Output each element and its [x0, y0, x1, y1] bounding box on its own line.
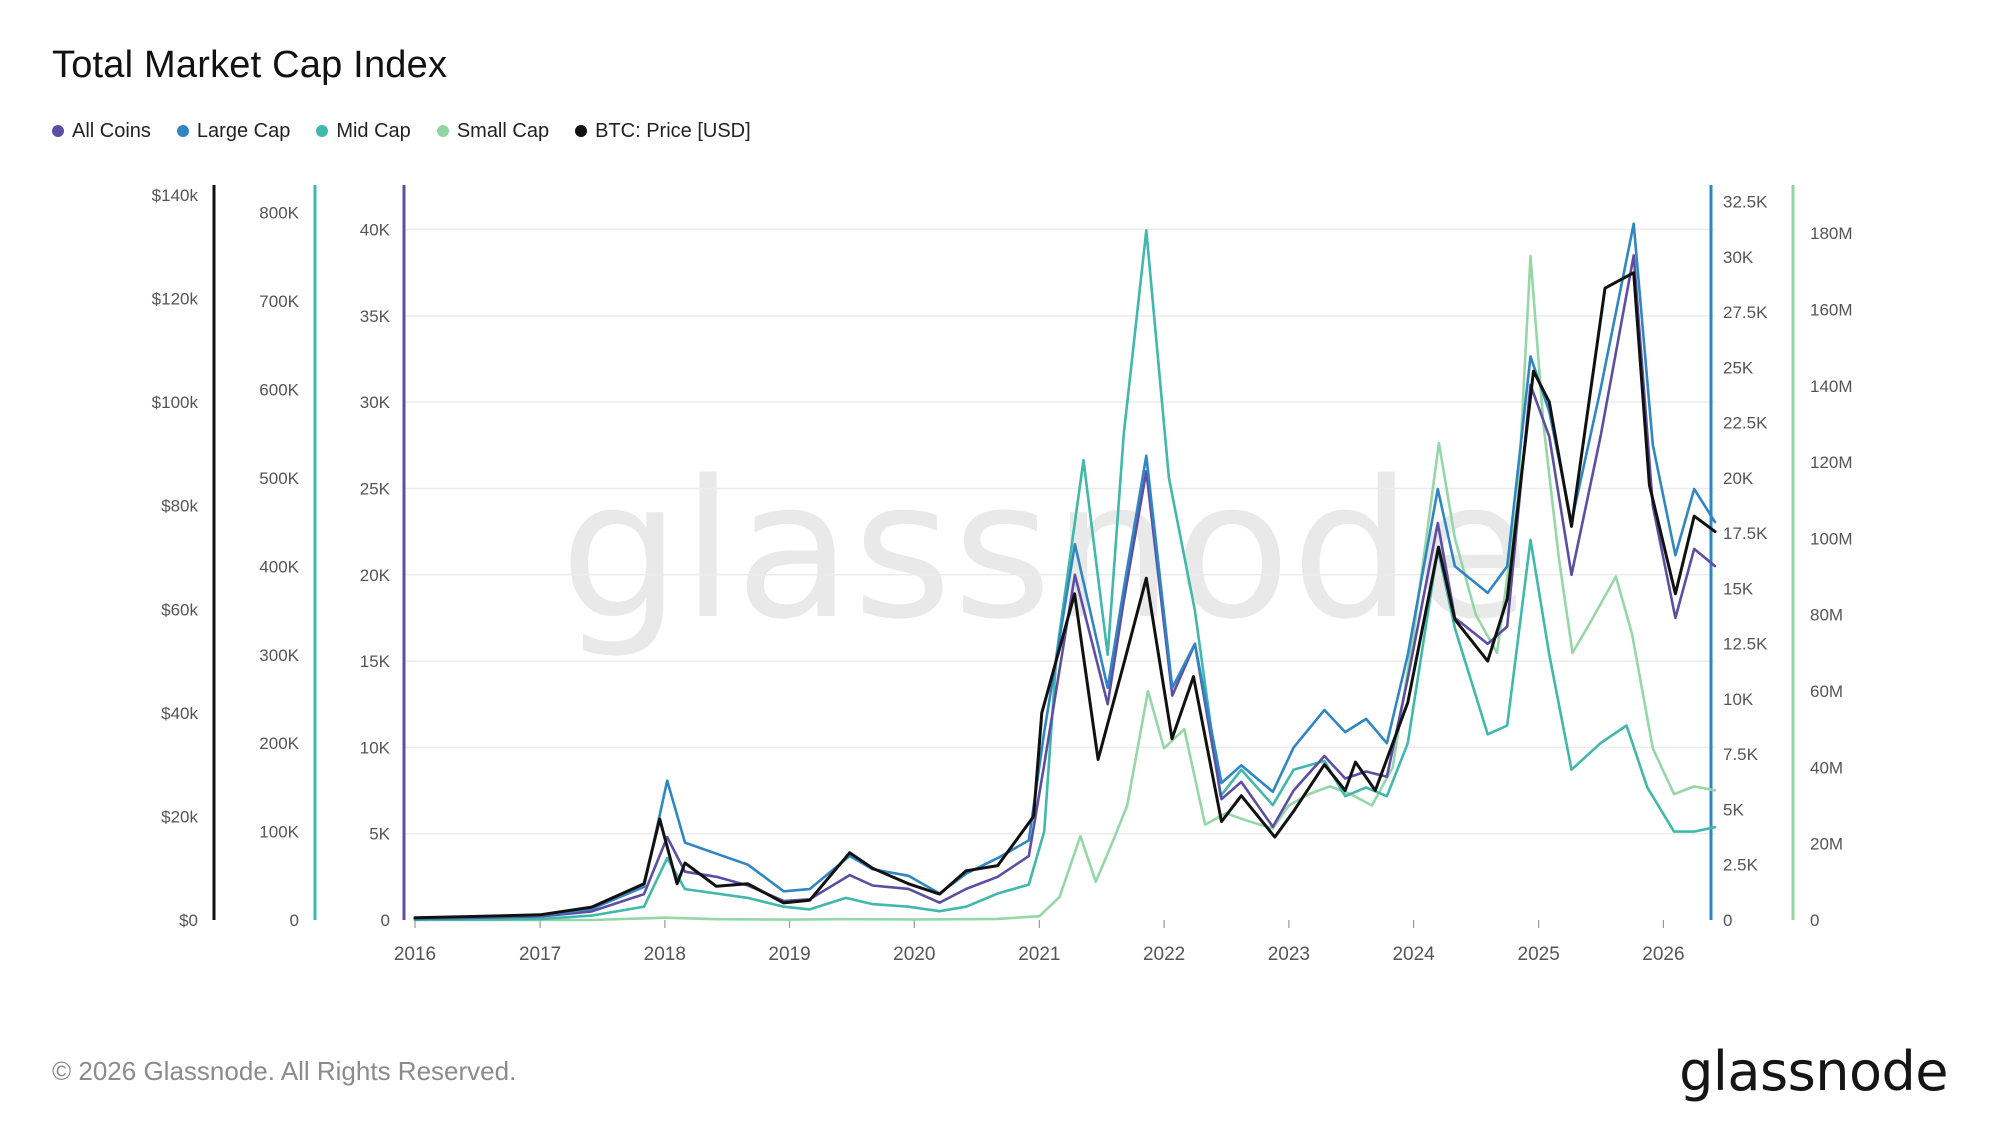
tick-label-mid: 700K [259, 292, 299, 311]
series-lines [413, 222, 1717, 922]
tick-label-large: 12.5K [1723, 635, 1768, 654]
legend-label-all-coins: All Coins [72, 119, 151, 142]
tick-label-large: 17.5K [1723, 524, 1768, 543]
tick-label-large: 25K [1723, 358, 1754, 377]
series-line-small-cap [413, 254, 1717, 922]
tick-label-all: 10K [360, 738, 391, 757]
tick-label-small: 60M [1810, 682, 1843, 701]
y-axis-mid: 0 100K 200K 300K 400K 500K 600K 700K 800K [259, 185, 317, 930]
tick-label-all: 15K [360, 652, 391, 671]
tick-label-large: 5K [1723, 800, 1744, 819]
legend-item-large-cap[interactable]: Large Cap [176, 119, 291, 143]
tick-label-all: 25K [360, 479, 391, 498]
legend-item-small-cap[interactable]: Small Cap [436, 119, 550, 143]
tick-label-small: 120M [1810, 453, 1853, 472]
x-tick-label: 2022 [1143, 944, 1185, 965]
chart-legend: All Coins Large Cap Mid Cap Small Cap BT… [52, 116, 751, 146]
tick-label-btc: $20k [161, 807, 198, 826]
tick-label-large: 10K [1723, 690, 1754, 709]
tick-label-small: 80M [1810, 606, 1843, 625]
series-line-all-coins [413, 254, 1717, 921]
copyright-footer: © 2026 Glassnode. All Rights Reserved. [52, 1056, 517, 1086]
tick-label-btc: $120k [152, 290, 199, 309]
tick-label-large: 22.5K [1723, 414, 1768, 433]
tick-label-btc: $0 [179, 911, 198, 930]
legend-item-mid-cap[interactable]: Mid Cap [316, 119, 411, 143]
x-tick-label: 2021 [1018, 944, 1060, 965]
tick-label-mid: 600K [259, 381, 299, 400]
tick-label-btc: $140k [152, 186, 199, 205]
tick-label-small: 100M [1810, 529, 1853, 548]
legend-label-btc-price: BTC: Price [USD] [595, 119, 751, 142]
tick-label-all: 0 [381, 911, 390, 930]
x-tick-label: 2026 [1642, 944, 1684, 965]
tick-label-small: 20M [1810, 835, 1843, 854]
tick-label-mid: 800K [259, 204, 299, 223]
tick-label-large: 30K [1723, 248, 1754, 267]
tick-label-small: 180M [1810, 224, 1853, 243]
legend-item-btc-price[interactable]: BTC: Price [USD] [575, 120, 751, 143]
series-line-large-cap [413, 222, 1717, 920]
legend-dot-small-cap [436, 125, 449, 137]
y-axis-btc: $0 $20k $40k $60k $80k $100k $120k $140k [152, 185, 216, 930]
x-tick-label: 2018 [644, 944, 686, 965]
tick-label-mid: 0 [290, 911, 299, 930]
y-axis-all: 0 5K 10K 15K 20K 25K 30K 35K 40K [360, 185, 406, 930]
tick-label-mid: 400K [259, 557, 299, 576]
x-tick-label: 2017 [519, 944, 561, 965]
tick-label-btc: $40k [161, 704, 198, 723]
x-tick-label: 2016 [394, 944, 436, 965]
tick-label-small: 160M [1810, 300, 1853, 319]
x-axis: 2016 2017 2018 2019 2020 2021 2022 2023 2024 2025… [394, 920, 1685, 965]
tick-label-btc: $60k [161, 600, 198, 619]
tick-label-mid: 300K [259, 646, 299, 665]
legend-label-small-cap: Small Cap [456, 119, 550, 142]
x-tick-label: 2024 [1392, 944, 1435, 965]
grid-lines [405, 228, 1715, 835]
legend-item-all-coins[interactable]: All Coins [52, 120, 151, 143]
tick-label-small: 0 [1810, 911, 1819, 930]
tick-label-mid: 500K [259, 469, 299, 488]
tick-label-large: 32.5K [1723, 193, 1768, 212]
tick-label-large: 15K [1723, 579, 1754, 598]
tick-label-large: 0 [1723, 911, 1732, 930]
tick-label-large: 27.5K [1723, 303, 1768, 322]
tick-label-mid: 100K [259, 823, 299, 842]
tick-label-all: 5K [369, 825, 390, 844]
legend-dot-all-coins [52, 125, 64, 137]
tick-label-all: 20K [360, 566, 391, 585]
tick-label-all: 35K [360, 307, 391, 326]
x-tick-label: 2020 [893, 944, 935, 965]
x-tick-label: 2025 [1518, 944, 1560, 965]
legend-dot-mid-cap [316, 125, 329, 137]
x-tick-label: 2019 [768, 944, 810, 965]
x-tick-label: 2023 [1268, 944, 1310, 965]
tick-label-small: 140M [1810, 377, 1853, 396]
tick-label-mid: 200K [259, 734, 299, 753]
chart-title: Total Market Cap Index [52, 44, 448, 86]
tick-label-btc: $100k [152, 393, 199, 412]
series-line-btc-price-usd [413, 271, 1717, 920]
brand-logo: glassnode [1679, 1040, 1948, 1103]
y-axis-small: 0 20M 40M 60M 80M 100M 120M 140M 160M 180M [1791, 185, 1853, 930]
tick-label-large: 2.5K [1723, 856, 1759, 875]
tick-label-all: 30K [360, 393, 391, 412]
tick-label-all: 40K [360, 221, 391, 240]
y-axis-large: 0 2.5K 5K 7.5K 10K 12.5K 15K 17.5K 20K 22.5K 25K 27… [1709, 185, 1768, 930]
legend-label-mid-cap: Mid Cap [336, 119, 411, 142]
legend-dot-large-cap [176, 125, 189, 137]
tick-label-btc: $80k [161, 497, 198, 516]
series-line-mid-cap [413, 229, 1717, 922]
legend-dot-btc-price [575, 125, 588, 137]
tick-label-small: 40M [1810, 758, 1843, 777]
tick-label-large: 20K [1723, 469, 1754, 488]
tick-label-large: 7.5K [1723, 745, 1759, 764]
legend-label-large-cap: Large Cap [196, 119, 291, 142]
